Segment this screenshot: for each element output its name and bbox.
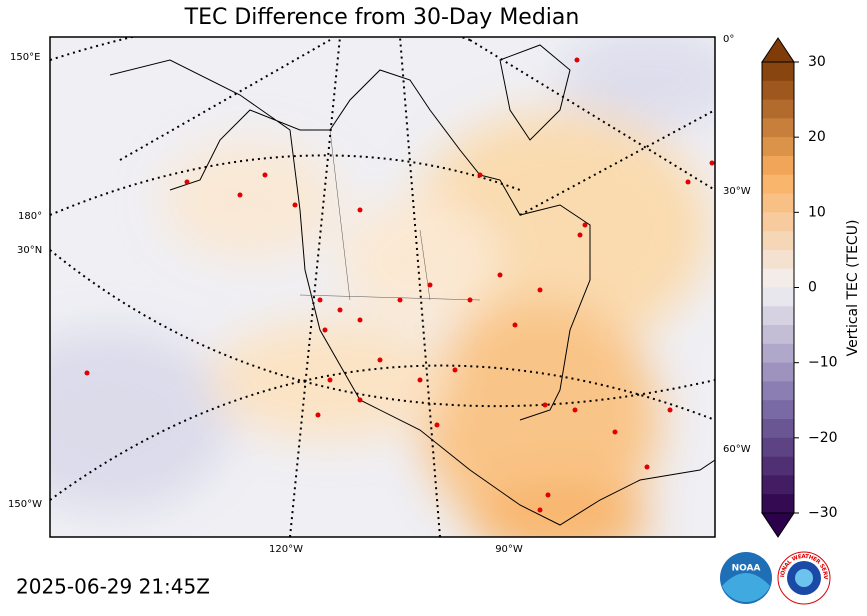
colorbar-band xyxy=(762,306,794,326)
map xyxy=(50,37,715,537)
colorbar-extend-top xyxy=(761,37,795,63)
colorbar-band xyxy=(762,231,794,251)
colorbar-band xyxy=(762,343,794,364)
colorbar-band xyxy=(762,174,794,195)
graticule-label: 180° xyxy=(18,211,42,222)
graticule-label: 90°W xyxy=(495,544,523,555)
colorbar-tick-label: 0 xyxy=(808,280,817,296)
colorbar-band xyxy=(762,137,794,157)
colorbar-band xyxy=(762,99,794,119)
colorbar-tick-label: −20 xyxy=(808,430,838,446)
colorbar-band xyxy=(762,118,794,138)
title: TEC Difference from 30-Day Median xyxy=(184,5,580,30)
graticule-label: 30°N xyxy=(17,245,42,256)
colorbar-band xyxy=(762,193,794,213)
colorbar-band xyxy=(762,155,794,176)
colorbar-tick-label: 30 xyxy=(808,54,826,70)
colorbar-band xyxy=(762,325,794,345)
colorbar: −30 −20 −10 0 10 20 30 xyxy=(761,37,838,538)
colorbar-tick-label: −30 xyxy=(808,505,838,521)
graticule-label: 150°E xyxy=(10,52,40,63)
noaa-logo: NOAA xyxy=(720,552,772,604)
colorbar-band xyxy=(762,456,794,476)
colorbar-band xyxy=(762,268,794,288)
colorbar-band xyxy=(762,437,794,458)
graticule-label: 120°W xyxy=(269,544,303,555)
graticule-label: 150°W xyxy=(8,499,42,510)
colorbar-band xyxy=(762,400,794,420)
colorbar-extend-bottom xyxy=(761,512,795,538)
colorbar-band xyxy=(762,381,794,401)
colorbar-band xyxy=(762,475,794,495)
timestamp: 2025-06-29 21:45Z xyxy=(16,575,210,599)
graticule-label: 0° xyxy=(723,34,734,45)
colorbar-band xyxy=(762,80,794,101)
colorbar-tick-label: 10 xyxy=(808,204,826,220)
colorbar-tick-label: −10 xyxy=(808,355,838,371)
colorbar-band xyxy=(762,62,794,82)
colorbar-band xyxy=(762,212,794,232)
graticule-label: 30°W xyxy=(723,186,751,197)
map-frame xyxy=(49,36,716,538)
colorbar-band xyxy=(762,362,794,382)
colorbar-band xyxy=(762,249,794,270)
colorbar-label: Vertical TEC (TECU) xyxy=(845,220,861,357)
colorbar-tick-label: 20 xyxy=(808,129,826,145)
colorbar-band xyxy=(762,419,794,439)
noaa-text: NOAA xyxy=(732,564,761,574)
colorbar-band xyxy=(762,494,794,514)
colorbar-band xyxy=(762,287,794,307)
graticule-label: 60°W xyxy=(723,444,751,455)
